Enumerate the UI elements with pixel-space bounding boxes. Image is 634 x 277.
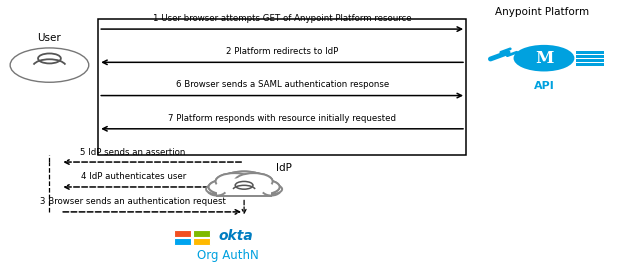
Text: Anypoint Platform: Anypoint Platform: [495, 7, 589, 17]
Circle shape: [247, 180, 280, 194]
Circle shape: [259, 184, 282, 194]
Circle shape: [514, 45, 574, 71]
Text: Org AuthN: Org AuthN: [197, 249, 259, 262]
Circle shape: [206, 184, 229, 194]
Text: User: User: [37, 33, 61, 43]
Bar: [217, 188, 271, 196]
Bar: [193, 238, 210, 245]
Text: 7 Platform responds with resource initially requested: 7 Platform responds with resource initia…: [168, 114, 396, 123]
Circle shape: [216, 173, 254, 190]
Circle shape: [220, 171, 268, 193]
Bar: [174, 238, 191, 245]
Bar: [576, 59, 604, 62]
Text: 2 Platform redirects to IdP: 2 Platform redirects to IdP: [226, 47, 339, 56]
Bar: [576, 55, 604, 58]
Circle shape: [220, 171, 268, 193]
Bar: [576, 63, 604, 66]
Text: 6 Browser sends a SAML authentication response: 6 Browser sends a SAML authentication re…: [176, 81, 389, 89]
Text: 4 IdP authenticates user: 4 IdP authenticates user: [81, 173, 186, 181]
Text: M: M: [535, 50, 553, 67]
Text: IdP: IdP: [276, 163, 292, 173]
Bar: [98, 19, 466, 155]
Circle shape: [247, 180, 280, 194]
Text: 3 Browser sends an authentication request: 3 Browser sends an authentication reques…: [40, 198, 226, 206]
Text: okta: okta: [219, 229, 254, 243]
Circle shape: [235, 173, 273, 190]
Bar: [174, 230, 191, 237]
Text: 1 User browser attempts GET of Anypoint Platform resource: 1 User browser attempts GET of Anypoint …: [153, 14, 411, 23]
Bar: [576, 51, 604, 54]
Circle shape: [235, 173, 273, 190]
Circle shape: [209, 180, 242, 194]
Bar: [193, 230, 210, 237]
Text: 5 IdP sends an assertion: 5 IdP sends an assertion: [81, 148, 186, 157]
Circle shape: [216, 173, 254, 190]
Text: API: API: [534, 81, 554, 91]
Ellipse shape: [216, 178, 273, 195]
Circle shape: [209, 180, 242, 194]
